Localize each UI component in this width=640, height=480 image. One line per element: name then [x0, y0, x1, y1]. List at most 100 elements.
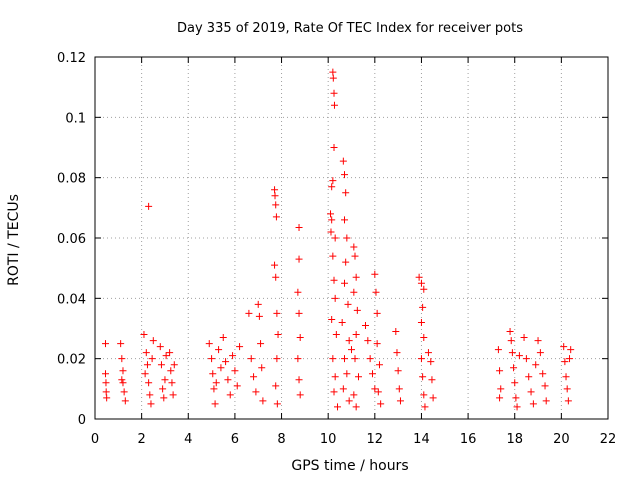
- data-point: [142, 349, 150, 357]
- data-point: [170, 361, 178, 369]
- data-point: [494, 346, 502, 354]
- data-point: [354, 373, 362, 381]
- x-tick-label: 6: [231, 432, 239, 447]
- x-tick-label: 20: [553, 432, 570, 447]
- x-tick-label: 22: [600, 432, 617, 447]
- data-point: [160, 394, 168, 402]
- x-tick-label: 8: [277, 432, 285, 447]
- data-point: [377, 400, 385, 408]
- x-tick-label: 0: [91, 432, 99, 447]
- data-point: [162, 352, 170, 360]
- data-point: [421, 403, 429, 411]
- data-point: [140, 331, 148, 339]
- data-point: [350, 243, 358, 251]
- data-point: [328, 315, 336, 323]
- data-point: [117, 340, 125, 348]
- data-point: [512, 394, 520, 402]
- data-point: [341, 171, 349, 179]
- data-point: [339, 385, 347, 393]
- data-point: [419, 303, 427, 311]
- data-point: [330, 276, 338, 284]
- data-point: [566, 355, 574, 363]
- data-point: [350, 288, 358, 296]
- y-tick-label: 0.02: [57, 353, 86, 368]
- data-point: [515, 352, 523, 360]
- data-point: [274, 331, 282, 339]
- data-point: [217, 364, 225, 372]
- data-point: [226, 391, 234, 399]
- data-point: [330, 89, 338, 97]
- data-point: [396, 397, 404, 405]
- data-point: [534, 337, 542, 345]
- y-tick-label: 0.04: [57, 292, 86, 307]
- data-point: [392, 328, 400, 336]
- data-point: [329, 74, 337, 82]
- data-point: [542, 397, 550, 405]
- data-point: [271, 261, 279, 269]
- data-point: [272, 273, 280, 281]
- data-point: [341, 355, 349, 363]
- data-point: [373, 309, 381, 317]
- data-point: [506, 328, 514, 336]
- data-point: [532, 361, 540, 369]
- data-point: [331, 373, 339, 381]
- data-point: [148, 355, 156, 363]
- data-point: [247, 355, 255, 363]
- data-point: [219, 334, 227, 342]
- data-points: [101, 68, 575, 411]
- data-point: [561, 358, 569, 366]
- data-point: [348, 346, 355, 354]
- data-point: [332, 331, 340, 339]
- data-point: [222, 358, 230, 366]
- x-tick-label: 16: [460, 432, 477, 447]
- data-point: [529, 400, 537, 408]
- data-point: [212, 379, 220, 387]
- data-point: [507, 337, 515, 345]
- data-point: [567, 346, 575, 354]
- x-tick-labels: 0 2 4 6 8 10 12 14 16 18 20 22: [91, 432, 616, 447]
- x-axis-label: GPS time / hours: [291, 458, 408, 474]
- data-point: [147, 400, 155, 408]
- data-point: [560, 343, 568, 351]
- data-point: [254, 300, 262, 308]
- data-point: [159, 385, 167, 393]
- data-point: [353, 306, 361, 314]
- data-point: [536, 349, 544, 357]
- data-point: [350, 391, 358, 399]
- data-point: [224, 376, 232, 384]
- x-tick-label: 12: [367, 432, 384, 447]
- data-point: [427, 358, 435, 366]
- data-point: [364, 337, 372, 345]
- data-point: [496, 394, 504, 402]
- data-point: [420, 334, 428, 342]
- data-point: [394, 367, 402, 375]
- data-point: [167, 367, 175, 375]
- data-point: [273, 400, 281, 408]
- x-tick-label: 10: [320, 432, 337, 447]
- data-point: [375, 361, 383, 369]
- data-point: [496, 367, 504, 375]
- data-point: [295, 223, 303, 231]
- data-point: [372, 288, 380, 296]
- data-point: [342, 258, 350, 266]
- data-point: [342, 189, 350, 197]
- data-point: [121, 397, 129, 405]
- data-point: [157, 361, 165, 369]
- data-point: [119, 367, 127, 375]
- data-point: [205, 340, 213, 348]
- data-point: [329, 68, 337, 76]
- data-point: [352, 273, 360, 281]
- y-tick-label: 0.12: [57, 51, 86, 66]
- data-point: [520, 334, 528, 342]
- y-tick-label: 0: [78, 413, 86, 428]
- data-point: [395, 385, 403, 393]
- data-point: [156, 343, 164, 351]
- data-point: [424, 349, 432, 357]
- x-tick-label: 14: [413, 432, 430, 447]
- data-point: [119, 379, 127, 387]
- data-point: [273, 309, 281, 317]
- data-point: [330, 388, 338, 396]
- data-point: [345, 337, 353, 345]
- data-point: [344, 300, 352, 308]
